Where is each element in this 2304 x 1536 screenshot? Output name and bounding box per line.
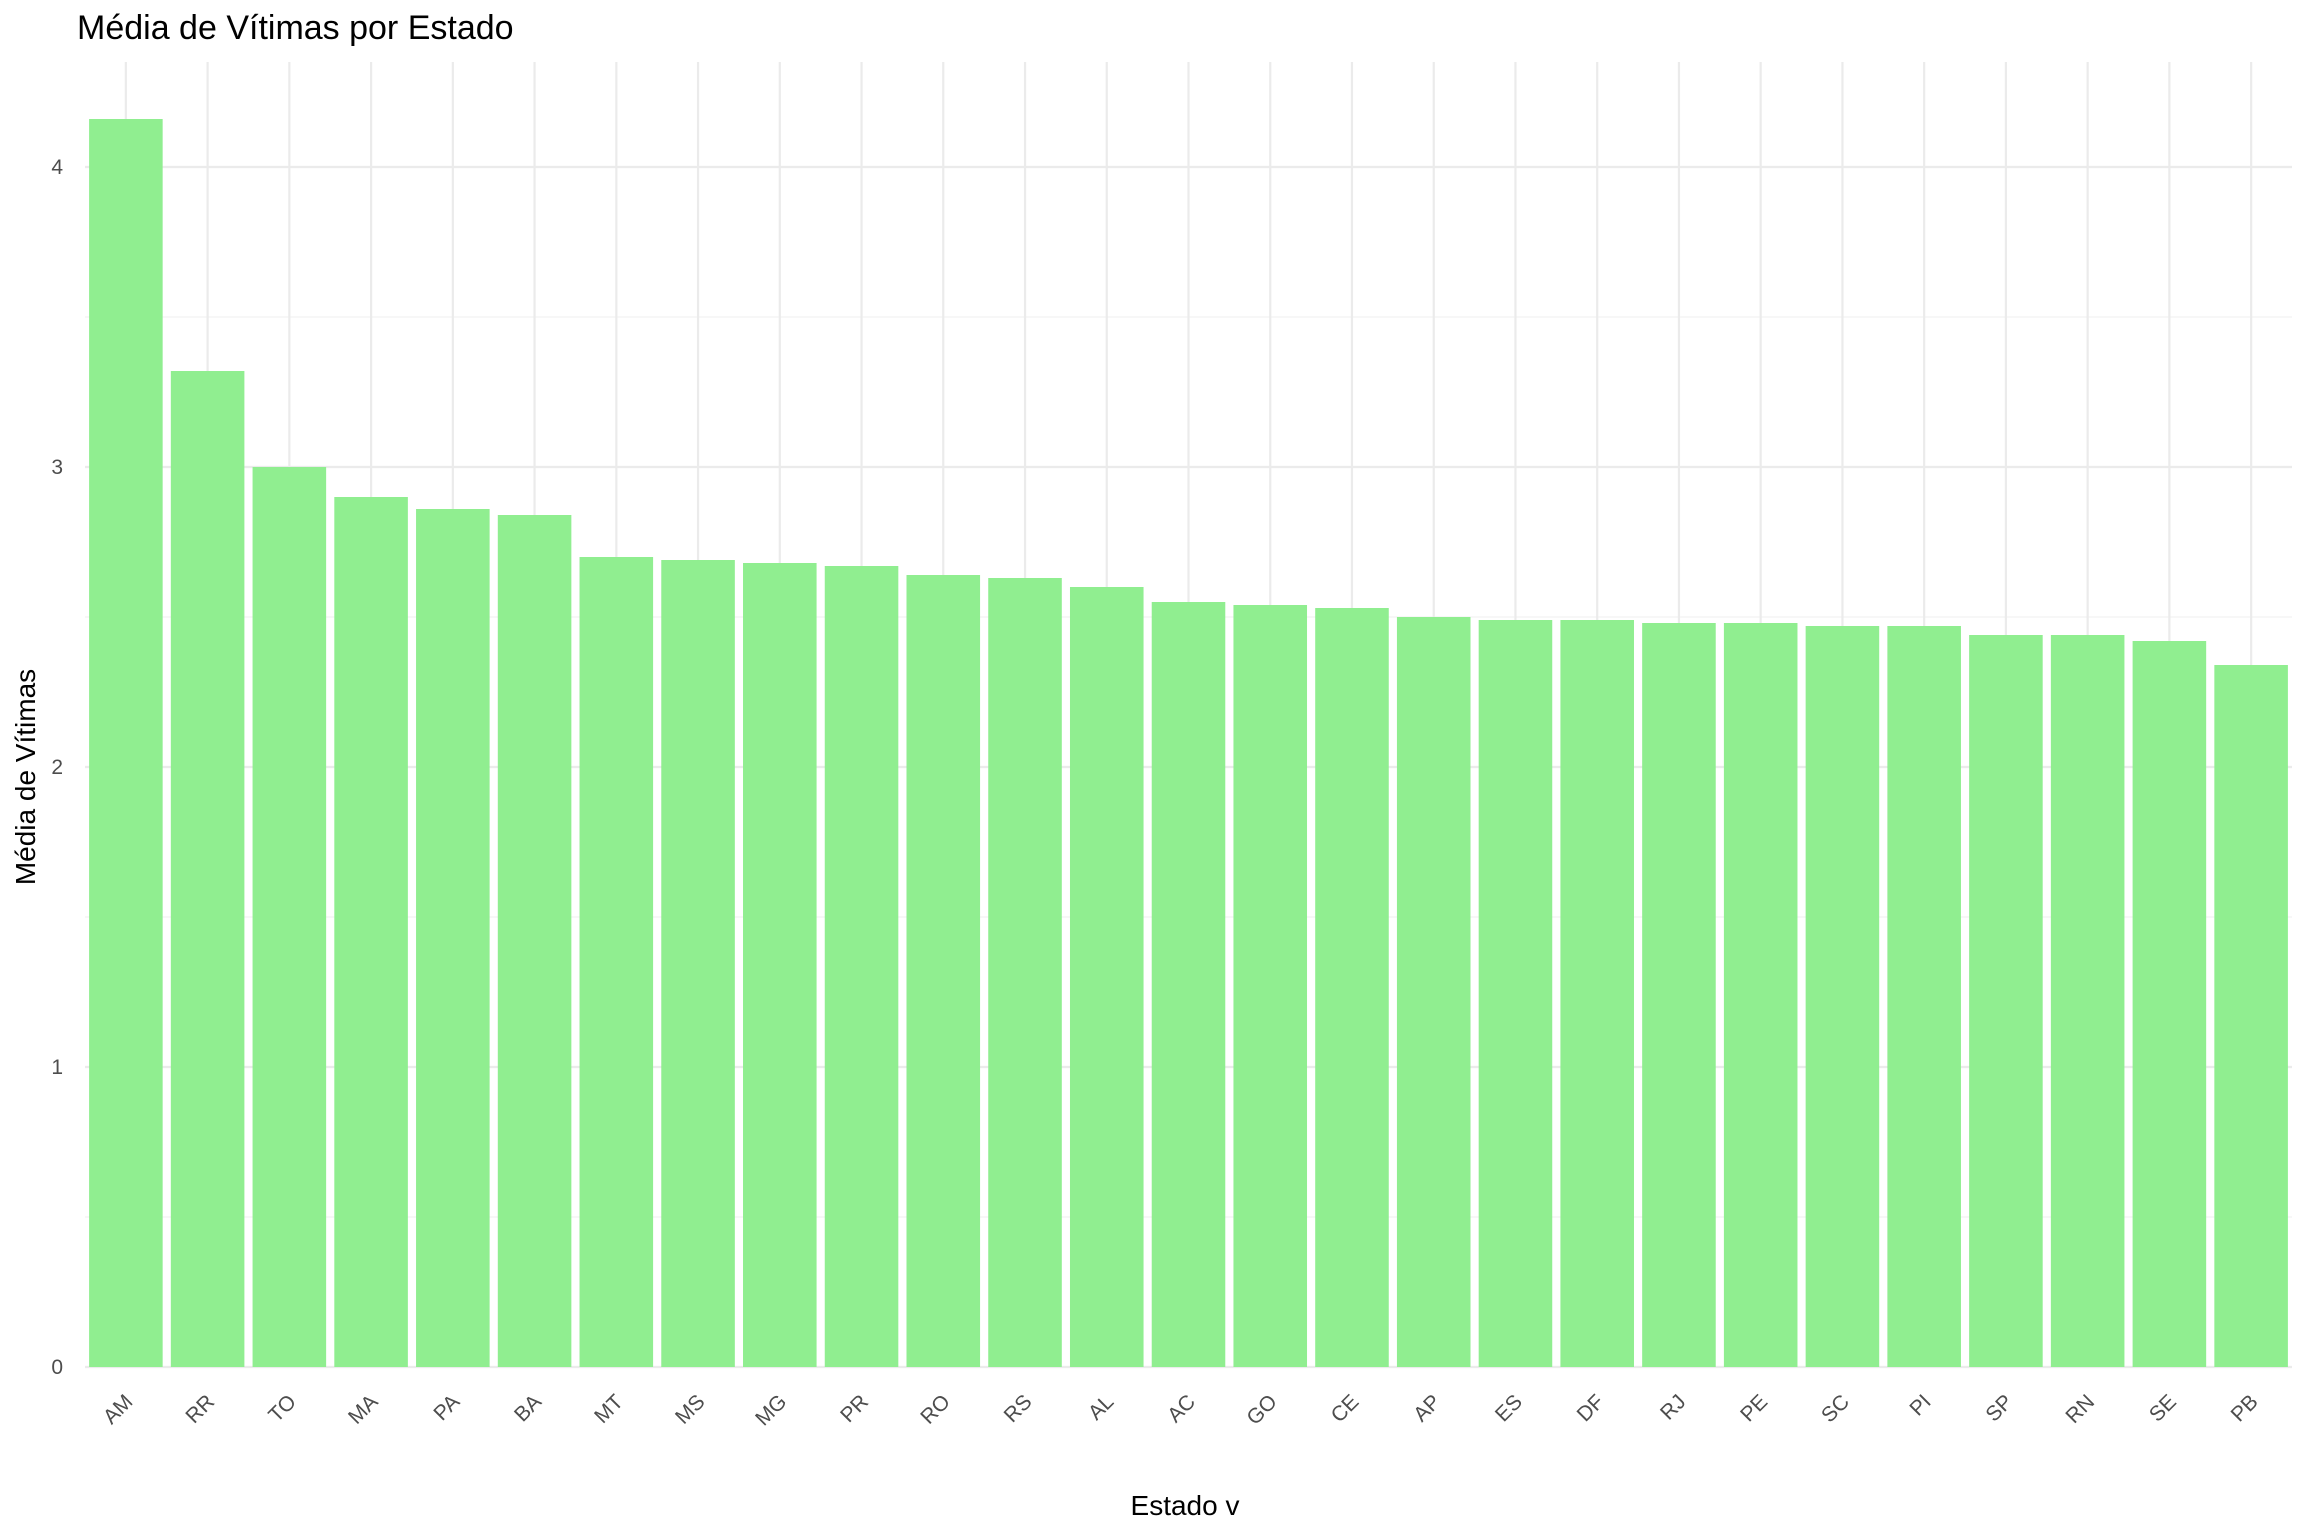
- x-tick-label-mg: MG: [751, 1390, 791, 1430]
- x-tick-label-go: GO: [1242, 1390, 1281, 1429]
- bar-am: [89, 119, 163, 1367]
- x-tick-label-rn: RN: [2061, 1390, 2099, 1428]
- x-tick-label-to: TO: [264, 1390, 301, 1427]
- bar-es: [1478, 620, 1553, 1367]
- y-tick-label: 2: [51, 756, 63, 779]
- bar-rr: [170, 371, 245, 1367]
- x-tick-label-pe: PE: [1736, 1390, 1772, 1426]
- x-tick-label-se: SE: [2145, 1390, 2181, 1426]
- bar-df: [1560, 620, 1634, 1367]
- x-tick-label-pi: PI: [1905, 1390, 1935, 1420]
- bar-se: [2132, 641, 2207, 1367]
- x-tick-label-al: AL: [1084, 1390, 1118, 1424]
- bar-mg: [743, 563, 817, 1367]
- bar-sc: [1805, 626, 1880, 1367]
- bar-ac: [1151, 602, 1226, 1367]
- y-tick-label: 0: [51, 1356, 63, 1379]
- x-tick-label-ms: MS: [671, 1390, 710, 1429]
- bar-rn: [2050, 635, 2125, 1367]
- bar-rs: [988, 578, 1062, 1367]
- x-axis-title: Estado v: [1131, 1490, 1240, 1521]
- x-tick-label-rj: RJ: [1656, 1390, 1690, 1424]
- bar-pe: [1723, 623, 1798, 1367]
- x-tick-label-rs: RS: [1000, 1390, 1037, 1427]
- bar-go: [1233, 605, 1308, 1367]
- x-tick-label-am: AM: [99, 1390, 138, 1429]
- x-tick-label-ba: BA: [510, 1390, 546, 1426]
- x-tick-label-mt: MT: [590, 1390, 628, 1428]
- bar-ro: [906, 575, 981, 1367]
- bar-pb: [2214, 665, 2288, 1367]
- x-tick-label-sc: SC: [1817, 1390, 1854, 1427]
- bar-sp: [1969, 635, 2043, 1367]
- y-tick-label: 3: [51, 456, 63, 479]
- y-axis-ticks: 0 1 2 3 4: [51, 156, 63, 1379]
- x-tick-label-df: DF: [1573, 1390, 1609, 1426]
- bar-pa: [416, 509, 490, 1367]
- bar-al: [1069, 587, 1144, 1367]
- bar-rj: [1642, 623, 1716, 1367]
- x-tick-label-ce: CE: [1327, 1390, 1364, 1427]
- y-tick-label: 1: [51, 1056, 63, 1079]
- bar-ma: [334, 497, 408, 1367]
- x-tick-label-ro: RO: [916, 1390, 955, 1429]
- x-tick-label-pb: PB: [2227, 1390, 2263, 1426]
- bar-pi: [1887, 626, 1961, 1367]
- bar-to: [252, 467, 327, 1367]
- bar-ba: [497, 515, 572, 1367]
- bar-ms: [661, 560, 735, 1367]
- x-axis-ticks: AM RR TO MA PA BA MT MS MG PR RO RS AL AC GO CE AP ES DF RJ…: [99, 1390, 2263, 1430]
- x-tick-label-ap: AP: [1409, 1390, 1445, 1426]
- x-tick-label-es: ES: [1491, 1390, 1527, 1426]
- x-tick-label-ma: MA: [344, 1390, 383, 1429]
- bar-mt: [579, 557, 654, 1367]
- y-axis-title: Média de Vítimas: [10, 669, 41, 885]
- x-tick-label-sp: SP: [1981, 1390, 2017, 1426]
- x-tick-label-pa: PA: [429, 1390, 464, 1425]
- x-tick-label-rr: RR: [181, 1390, 219, 1428]
- bar-pr: [824, 566, 899, 1367]
- bar-ce: [1315, 608, 1389, 1367]
- y-tick-label: 4: [51, 156, 63, 179]
- bar-ap: [1396, 617, 1471, 1367]
- bars: [89, 119, 2288, 1367]
- x-tick-label-pr: PR: [836, 1390, 873, 1427]
- x-tick-label-ac: AC: [1163, 1390, 1200, 1427]
- chart-title: Média de Vítimas por Estado: [77, 9, 514, 47]
